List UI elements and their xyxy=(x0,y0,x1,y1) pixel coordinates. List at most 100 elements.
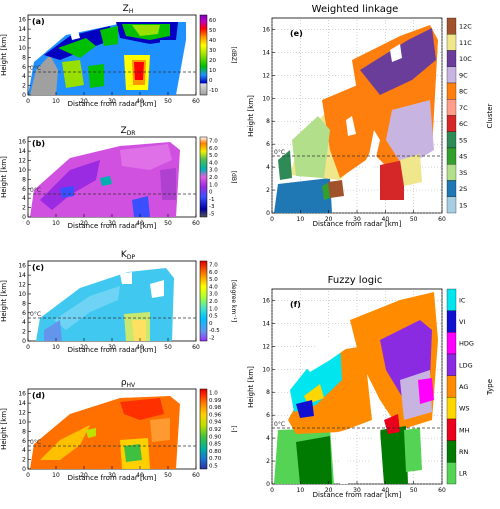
panel-b-colorbar-tick: 5.0 xyxy=(209,153,218,159)
panel-c-xtick-label: 10 xyxy=(52,344,60,351)
panel-d-radar-field xyxy=(30,396,180,469)
panel-e-xtick-label: 30 xyxy=(353,216,361,223)
panel-a-colorbar-tick: 10 xyxy=(209,68,216,74)
panel-f-xtick-label: 0 xyxy=(270,487,274,494)
panel-a-xtick-label: 30 xyxy=(108,98,116,105)
panel-b-radar-field xyxy=(30,142,180,217)
panel-e-legend-swatch xyxy=(446,180,457,197)
panel-d-xtick-label: 0 xyxy=(26,472,30,479)
panel-c-ytick-label: 12 xyxy=(18,282,26,289)
panel-e-legend-swatch xyxy=(446,50,457,67)
panel-e-xlabel: Distance from radar [km] xyxy=(313,220,402,228)
panel-e-xtick-label: 50 xyxy=(410,216,418,223)
panel-d-xtick-label: 20 xyxy=(80,472,88,479)
panel-b-colorbar-tick: 7.0 xyxy=(209,139,218,145)
panel-e-xtick-label: 0 xyxy=(270,216,274,223)
panel-d-colorbar-tick: 0.94 xyxy=(209,420,222,426)
panel-c-ytick-label: 0 xyxy=(22,338,26,345)
panel-f-ytick-label: 2 xyxy=(266,458,270,465)
panel-b-colorbar-tick: 0 xyxy=(209,190,213,196)
panel-f-legend-label: AG xyxy=(459,383,468,391)
panel-a-ylabel: Height [km] xyxy=(0,34,8,76)
panel-c-ytick-label: 6 xyxy=(22,310,26,317)
panel-c-xtick-label: 30 xyxy=(108,344,116,351)
panel-f-class-field xyxy=(274,292,438,484)
panel-b-colorbar-tick: -1 xyxy=(209,197,214,203)
panel-f-legend-label: RN xyxy=(459,448,469,456)
panel-e-melting-label: 0°C xyxy=(274,149,285,156)
panel-c-melting-label: 0°C xyxy=(30,311,41,318)
panel-e-title: Weighted linkage xyxy=(312,4,399,15)
panel-c-colorbar-tick: -0.5 xyxy=(209,328,220,334)
panel-c: KDP 0°C (c) Distance from radar [km] Hei… xyxy=(0,250,237,354)
panel-b-colorbar-unit: [dB] xyxy=(230,171,237,184)
panel-e-ylabel: Height [km] xyxy=(247,95,255,137)
panel-f-legend-swatch xyxy=(446,288,457,311)
panel-c-colorbar-tick: 0 xyxy=(209,321,213,327)
panel-a-colorbar-tick: 0 xyxy=(209,78,213,84)
panel-b-xtick-label: 10 xyxy=(52,220,60,227)
panel-d-letter: (d) xyxy=(32,391,45,400)
panel-b-xlabel: Distance from radar [km] xyxy=(68,222,157,230)
panel-e-legend-label: 12C xyxy=(459,23,472,31)
panel-d-ytick-label: 12 xyxy=(18,410,26,417)
panel-c-colorbar-tick: 0.5 xyxy=(209,314,218,320)
panel-c-ytick-label: 16 xyxy=(18,263,26,270)
panel-c-xtick-label: 20 xyxy=(80,344,88,351)
panel-f-ytick-label: 12 xyxy=(262,343,270,350)
panel-e-legend-swatch xyxy=(446,17,457,35)
panel-e-ytick-label: 12 xyxy=(262,72,270,79)
panel-f-legend-swatch xyxy=(446,310,457,333)
panel-f-legend-swatch xyxy=(446,375,457,398)
panel-e-legend-label: 7C xyxy=(459,104,468,112)
panel-d-xtick-label: 30 xyxy=(108,472,116,479)
panel-e-legend-swatch xyxy=(446,196,457,214)
panel-d-ytick-label: 14 xyxy=(18,400,26,407)
panel-e-legend-swatch xyxy=(446,66,457,84)
panel-f-xtick-label: 60 xyxy=(438,487,446,494)
panel-d-colorbar-tick: 0.70 xyxy=(209,456,222,462)
panel-c-ylabel: Height [km] xyxy=(0,280,8,322)
panel-c-letter: (c) xyxy=(32,263,44,272)
panel-f-ytick-label: 4 xyxy=(266,435,270,442)
panel-a-ytick-label: 12 xyxy=(18,36,26,43)
panel-b: ZDR 0°C (b) Distance from radar [km] Hei… xyxy=(0,126,237,230)
panel-a-letter: (a) xyxy=(32,17,45,26)
panel-e-legend-swatch xyxy=(446,115,457,132)
panel-b-ytick-label: 4 xyxy=(22,195,26,202)
panel-d-colorbar-tick: 0.99 xyxy=(209,398,222,404)
panel-d-ytick-label: 2 xyxy=(22,457,26,464)
panel-e-letter: (e) xyxy=(290,29,303,38)
panel-b-colorbar-tick: 3.0 xyxy=(209,168,218,174)
panel-e-legend-swatch xyxy=(446,131,457,149)
panel-c-xtick-label: 50 xyxy=(164,344,172,351)
panel-e-legend-swatch xyxy=(446,99,457,116)
panel-e-ytick-label: 8 xyxy=(266,118,270,125)
panel-f-legend-label: WS xyxy=(459,405,470,413)
panel-f-ytick-label: 14 xyxy=(262,320,270,327)
panel-d-ytick-label: 8 xyxy=(22,428,26,435)
panel-b-ytick-label: 6 xyxy=(22,186,26,193)
panel-f-legend-swatch xyxy=(446,440,457,463)
panel-a-ytick-label: 2 xyxy=(22,83,26,90)
panel-e-ytick-label: 10 xyxy=(262,95,270,102)
panel-c-colorbar-unit: [degree km⁻¹] xyxy=(230,280,237,323)
panel-c-colorbar-tick: 5.0 xyxy=(209,277,218,283)
panel-a-ytick-label: 14 xyxy=(18,26,26,33)
panel-c-colorbar-tick: 7.0 xyxy=(209,263,218,269)
panel-d-colorbar-tick: 0.85 xyxy=(209,442,222,448)
panel-f-ytick-label: 10 xyxy=(262,366,270,373)
panel-f-xtick-label: 10 xyxy=(297,487,305,494)
panel-b-colorbar-tick: -5 xyxy=(209,211,215,217)
panel-f-xtick-label: 30 xyxy=(353,487,361,494)
panel-a-colorbar-tick: 40 xyxy=(209,38,216,44)
panel-c-xlabel: Distance from radar [km] xyxy=(68,346,157,354)
panel-f-ylabel: Height [km] xyxy=(247,366,255,408)
panel-c-colorbar-tick: -2 xyxy=(209,335,214,341)
panel-c-xtick-label: 0 xyxy=(26,344,30,351)
panel-d-title: ρHV xyxy=(121,378,136,389)
panel-e-legend-label: 9C xyxy=(459,71,468,79)
panel-f-melting-label: 0°C xyxy=(274,421,285,428)
panel-f-legend-label: LDG xyxy=(459,361,473,369)
panel-a-xtick-label: 20 xyxy=(80,98,88,105)
